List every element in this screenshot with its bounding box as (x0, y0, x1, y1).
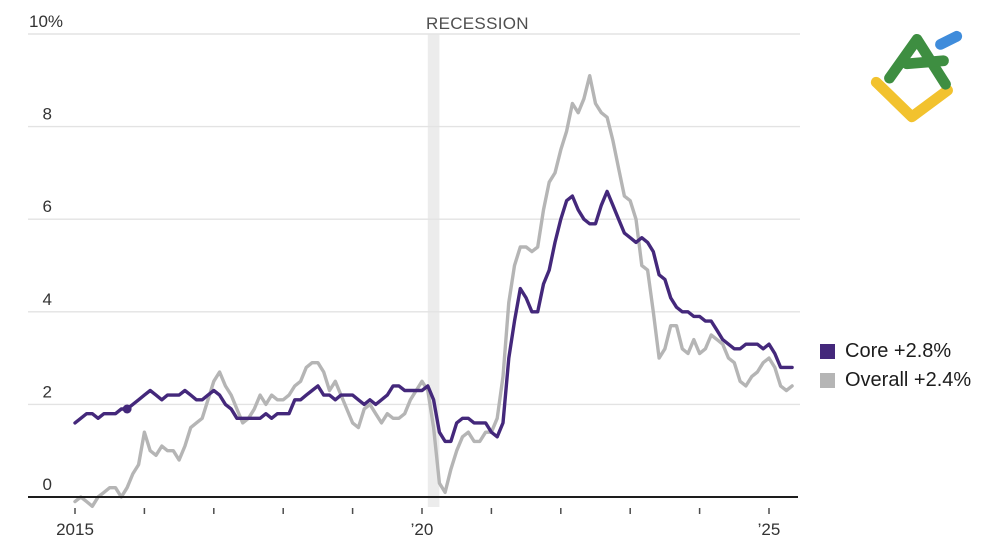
legend-item-overall: Overall +2.4% (820, 369, 971, 391)
legend-swatch-overall (820, 372, 835, 388)
logo-yellow-check (870, 76, 953, 123)
legend-swatch-core (820, 343, 835, 359)
recession-band (427, 34, 440, 507)
overall-line (73, 73, 794, 508)
x-tick-label: 2015 (56, 520, 94, 539)
y-tick-label: 8 (43, 105, 52, 124)
litefinance-logo (870, 30, 963, 123)
core-line (73, 189, 794, 444)
legend-label-core: Core +2.8% (845, 340, 952, 362)
logo-green-chevron (884, 33, 951, 90)
legend-label-overall: Overall +2.4% (845, 369, 972, 391)
y-tick-label: 10% (29, 12, 63, 31)
y-tick-label: 2 (43, 382, 52, 401)
y-tick-label: 4 (43, 290, 52, 309)
logo-blue-tip (935, 30, 963, 50)
core-line-marker (122, 404, 132, 414)
legend: Core +2.8% Overall +2.4% (820, 340, 971, 391)
recession-label: RECESSION (426, 14, 529, 33)
x-tick-label: ’25 (758, 520, 781, 539)
logo-green-bar (901, 55, 949, 70)
x-tick-label: ’20 (411, 520, 434, 539)
y-tick-label: 6 (43, 197, 52, 216)
y-tick-label: 0 (43, 475, 52, 494)
legend-item-core: Core +2.8% (820, 340, 971, 362)
